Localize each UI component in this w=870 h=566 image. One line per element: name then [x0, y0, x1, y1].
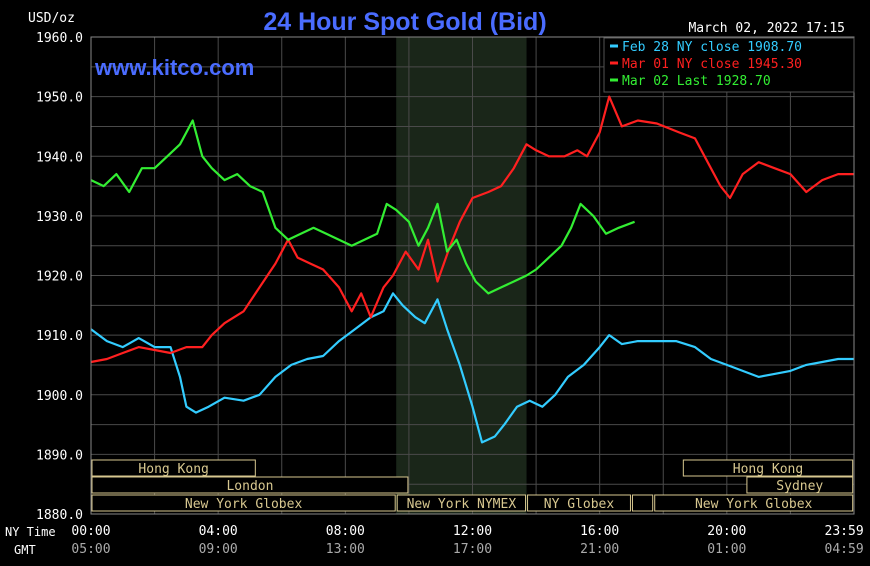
x-tick-gmt: 13:00 — [326, 542, 365, 557]
series-line-1 — [90, 95, 854, 364]
session-7 — [631, 494, 654, 512]
series-line-0 — [90, 292, 854, 444]
legend-label-feb28: Feb 28 NY close 1908.70 — [622, 40, 802, 55]
market-sessions: Hong Kong London New York Globex New York N… — [91, 459, 854, 512]
y-tick-label: 1910.0 — [36, 329, 83, 344]
session-label: New York Globex — [185, 497, 303, 512]
session-0: Hong Kong — [91, 459, 256, 477]
y-tick-label: 1890.0 — [36, 448, 83, 463]
y-tick-label: 1960.0 — [36, 31, 83, 46]
session-box — [91, 476, 409, 494]
y-tick-label: 1900.0 — [36, 389, 83, 404]
session-5: Sydney — [746, 476, 854, 494]
session-label: Hong Kong — [733, 462, 803, 477]
series-layer — [90, 95, 854, 444]
x-tick-ny-time: 04:00 — [199, 524, 238, 539]
x-tick-ny-time: 16:00 — [580, 524, 619, 539]
session-label: NY Globex — [544, 497, 615, 512]
plot-frame — [90, 36, 855, 515]
session-box — [527, 494, 631, 512]
session-label: New York NYMEX — [407, 497, 517, 512]
x-tick-gmt: 01:00 — [707, 542, 746, 557]
legend-box — [603, 37, 855, 93]
session-box — [396, 494, 527, 512]
x-axis: 00:00 05:00 04:00 09:00 08:00 13:00 12:00 17:00… — [71, 524, 863, 557]
watermark-url: www.kitco.com — [94, 55, 254, 80]
x-tick-gmt: 09:00 — [199, 542, 238, 557]
unit-label: USD/oz — [28, 11, 75, 26]
y-tick-label: 1920.0 — [36, 270, 83, 285]
y-axis: 1960.0 1950.0 1940.0 1930.0 1920.0 1910.0 1900… — [36, 31, 83, 523]
chart-legend: Feb 28 NY close 1908.70 Mar 01 NY close … — [603, 37, 855, 93]
y-tick-label: 1940.0 — [36, 150, 83, 165]
chart-title: 24 Hour Spot Gold (Bid) — [263, 8, 546, 36]
session-label: Hong Kong — [138, 462, 208, 477]
session-box — [654, 494, 854, 512]
series-line-2 — [90, 119, 635, 295]
x-tick-gmt: 21:00 — [580, 542, 619, 557]
session-box — [631, 494, 654, 512]
x-tick-ny-time: 23:59 — [825, 524, 864, 539]
y-tick-label: 1880.0 — [36, 508, 83, 523]
y-tick-label: 1930.0 — [36, 210, 83, 225]
session-3: New York NYMEX — [396, 494, 527, 512]
session-label: Sydney — [776, 479, 823, 494]
ny-time-row-label: NY Time — [5, 525, 56, 539]
session-1: London — [91, 476, 409, 494]
session-box — [746, 476, 854, 494]
session-label: New York Globex — [695, 497, 813, 512]
x-tick-ny-time: 08:00 — [326, 524, 365, 539]
x-tick-gmt: 05:00 — [71, 542, 110, 557]
session-6: Hong Kong — [682, 459, 854, 477]
session-label: London — [226, 479, 273, 494]
session-8: New York Globex — [654, 494, 854, 512]
x-tick-ny-time: 00:00 — [71, 524, 110, 539]
x-tick-gmt: 17:00 — [453, 542, 492, 557]
session-4: NY Globex — [527, 494, 631, 512]
x-tick-ny-time: 12:00 — [453, 524, 492, 539]
session-box — [91, 494, 396, 512]
session-box — [682, 459, 854, 477]
x-tick-gmt: 04:59 — [825, 542, 864, 557]
timestamp: March 02, 2022 17:15 — [688, 21, 845, 36]
legend-label-mar02: Mar 02 Last 1928.70 — [622, 74, 771, 89]
legend-label-mar01: Mar 01 NY close 1945.30 — [622, 57, 802, 72]
session-box — [91, 459, 256, 477]
y-tick-label: 1950.0 — [36, 91, 83, 106]
x-tick-ny-time: 20:00 — [707, 524, 746, 539]
gmt-row-label: GMT — [14, 543, 36, 557]
session-2: New York Globex — [91, 494, 396, 512]
